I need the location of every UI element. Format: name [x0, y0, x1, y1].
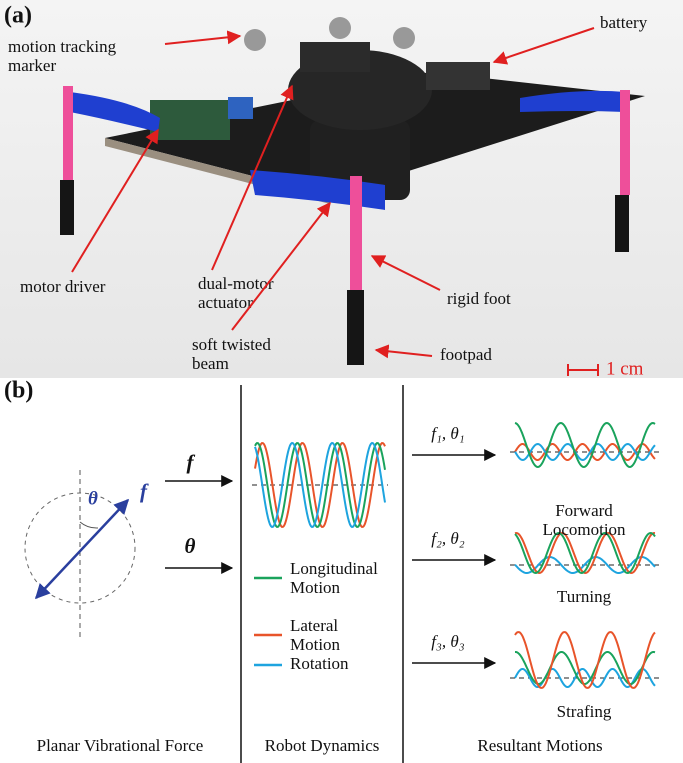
params-label: f₁, θ₁ [431, 424, 464, 443]
annotation: footpad [440, 345, 492, 364]
force-arrow [36, 500, 128, 598]
photo [0, 0, 683, 378]
caption: Robot Dynamics [265, 736, 380, 755]
annotation: soft twisted [192, 335, 271, 354]
annotation: actuator [198, 293, 253, 312]
legend-label: Rotation [290, 654, 349, 673]
annotation: beam [192, 354, 229, 373]
caption: Planar Vibrational Force [37, 736, 204, 755]
input-label: f [187, 450, 196, 474]
annotation: motion tracking [8, 37, 117, 56]
annotation: battery [600, 13, 648, 32]
scale-label: 1 cm [606, 358, 644, 379]
panel-label: (b) [4, 378, 33, 404]
params-label: f₂, θ₂ [431, 529, 464, 548]
legend-label: Lateral [290, 616, 338, 635]
legend-label: Motion [290, 578, 341, 597]
theta-label: θ [88, 488, 98, 509]
annotation: marker [8, 56, 56, 75]
params-label: f₃, θ₃ [431, 632, 464, 651]
f-label: f [140, 479, 149, 503]
caption: Resultant Motions [477, 736, 602, 755]
panel-label: (a) [4, 3, 32, 29]
motion-label: Forward [555, 501, 613, 520]
annotation: motor driver [20, 277, 106, 296]
motion-label: Strafing [557, 702, 612, 721]
motion-label: Turning [557, 587, 612, 606]
figure: (a) motion trackingmarker battery motor dr… [0, 0, 683, 763]
legend-label: Motion [290, 635, 341, 654]
motion-label: Locomotion [542, 520, 626, 539]
annotation: rigid foot [447, 289, 511, 308]
input-label: θ [185, 534, 196, 558]
angle-arc [80, 522, 98, 528]
legend-label: Longitudinal [290, 559, 378, 578]
